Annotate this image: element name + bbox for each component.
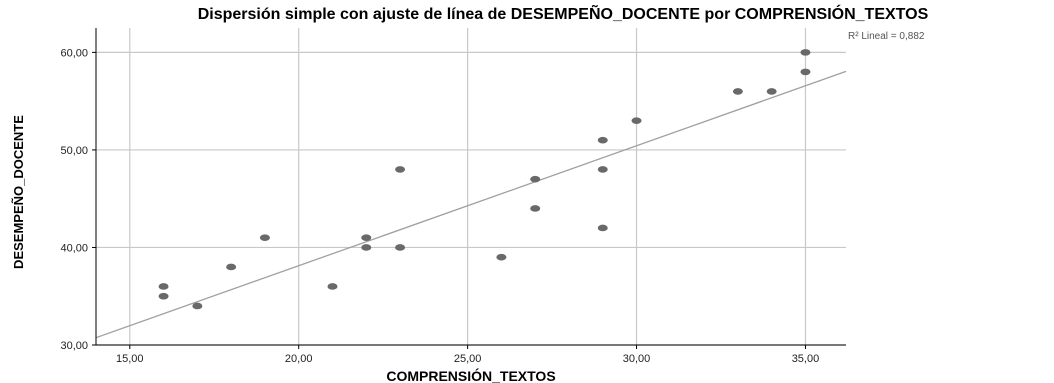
x-tick-label: 35,00: [792, 353, 820, 365]
data-point: [395, 244, 406, 251]
x-axis-label: COMPRENSIÓN_TEXTOS: [386, 367, 555, 383]
data-point: [259, 234, 270, 242]
data-point: [395, 166, 406, 173]
y-tick-label: 50,00: [60, 145, 88, 157]
data-point: [800, 68, 811, 76]
data-point: [226, 263, 237, 271]
y-axis-label: DESEMPEÑO_DOCENTE: [11, 115, 26, 269]
data-point: [530, 205, 541, 212]
data-point: [327, 283, 338, 290]
data-point: [597, 136, 608, 144]
x-tick-label: 20,00: [285, 353, 313, 365]
y-tick-label: 30,00: [60, 340, 88, 352]
linear-fit-line: [95, 70, 847, 339]
data-point: [192, 302, 203, 310]
data-point: [496, 253, 507, 261]
x-tick-label: 30,00: [623, 353, 651, 365]
fit-line-layer: [95, 70, 847, 339]
data-point: [800, 49, 811, 56]
x-tick-labels: 15,00 20,00 25,00 30,00 35,00: [116, 345, 819, 365]
data-point: [766, 88, 777, 95]
data-point: [158, 292, 169, 300]
r-squared-annotation: R² Lineal = 0,882: [848, 31, 925, 42]
y-tick-label: 60,00: [60, 47, 88, 59]
data-point: [361, 244, 372, 251]
data-points: [158, 49, 811, 310]
x-tick-label: 15,00: [116, 353, 144, 365]
chart-title: Dispersión simple con ajuste de línea de…: [198, 3, 929, 23]
data-point: [158, 283, 169, 290]
data-point: [597, 224, 608, 232]
y-tick-label: 40,00: [60, 242, 88, 254]
data-point: [631, 117, 642, 124]
data-point: [597, 166, 608, 173]
y-tick-labels: 30,00 40,00 50,00 60,00: [60, 47, 96, 352]
data-point: [361, 234, 372, 242]
data-point: [530, 175, 541, 183]
data-point: [732, 88, 743, 95]
x-tick-label: 25,00: [454, 353, 482, 365]
